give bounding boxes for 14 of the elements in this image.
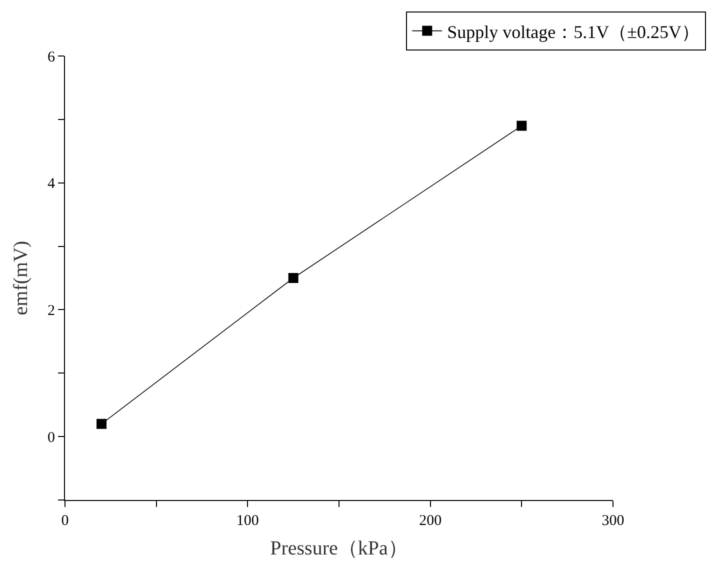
y-tick-label: 4	[48, 176, 56, 192]
point	[96, 418, 107, 429]
y-tick-label: 6	[48, 49, 56, 66]
legend-label: Supply voltage：5.1V（±0.25V）	[447, 22, 700, 42]
x-tick-label: 0	[61, 513, 69, 529]
x-axis-title: Pressure（kPa）	[270, 538, 408, 560]
y-tick-label: 0	[48, 430, 55, 446]
x-tick-label: 200	[419, 513, 442, 529]
x-tick-label: 300	[602, 513, 624, 529]
point	[516, 120, 527, 131]
y-axis-title: emf(mV)	[10, 240, 32, 316]
y-tick-label: 2	[48, 302, 55, 319]
point	[288, 273, 298, 283]
x-tick-label: 100	[236, 513, 259, 529]
